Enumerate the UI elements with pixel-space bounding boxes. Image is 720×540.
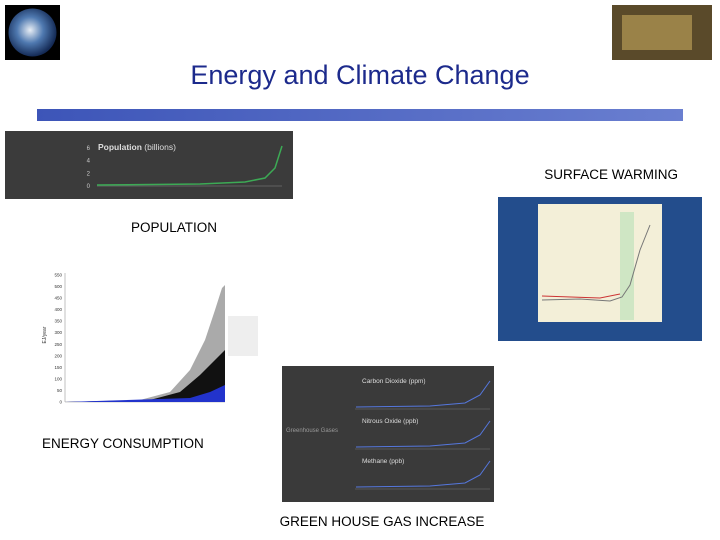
curve	[541, 224, 651, 302]
image-plot	[538, 204, 662, 322]
series-label: Nitrous Oxide (ppb)	[362, 418, 418, 425]
curve	[355, 380, 491, 408]
area	[65, 350, 225, 402]
curve	[541, 293, 621, 299]
tick-label: 550	[54, 273, 62, 278]
photo-detail	[622, 15, 692, 50]
series-label: Carbon Dioxide (ppm)	[362, 378, 426, 385]
series-label: Methane (ppb)	[362, 458, 404, 465]
tick-label: 150	[54, 365, 62, 370]
image-bg	[5, 131, 293, 199]
image-band	[620, 212, 634, 320]
tick-label: 0	[87, 184, 91, 190]
tick-label: 50	[57, 388, 63, 393]
tick-label: 300	[54, 330, 62, 335]
tick-label: 450	[54, 296, 62, 301]
caption: SURFACE WARMING	[544, 167, 678, 182]
tick-label: 6	[87, 146, 91, 152]
image-title: Population (billions)	[98, 142, 176, 152]
axis-label: EJ/year	[42, 326, 48, 343]
tick-label: 500	[54, 284, 62, 289]
energy-image: EJ/year 55050045040035030025020015010050…	[38, 268, 260, 412]
image-title-main: Population	[98, 142, 142, 152]
caption: POPULATION	[131, 220, 217, 235]
title-rule	[37, 109, 683, 121]
curve	[96, 145, 283, 186]
curve	[355, 460, 491, 488]
legend	[228, 316, 258, 356]
tick-label: 100	[54, 376, 62, 381]
tick-label: 200	[54, 353, 62, 358]
tick-label: 0	[59, 400, 62, 405]
warming-image	[498, 197, 702, 341]
slide-title: Energy and Climate Change	[190, 60, 529, 90]
tick-label: 4	[87, 159, 91, 165]
area	[65, 385, 225, 402]
side-label: Greenhouse Gases	[286, 428, 338, 434]
image-bg	[38, 268, 260, 412]
population-image: Population (billions) 6 4 2 0	[5, 131, 293, 199]
ghg-image: Greenhouse Gases Carbon Dioxide (ppm) Nit…	[282, 366, 494, 502]
curve	[355, 420, 491, 448]
tick-label: 2	[87, 171, 91, 177]
caption: ENERGY CONSUMPTION	[42, 436, 204, 451]
earth-globe	[8, 8, 57, 57]
tick-label: 250	[54, 342, 62, 347]
tick-label: 400	[54, 307, 62, 312]
tick-label: 350	[54, 319, 62, 324]
image-bg	[282, 366, 494, 502]
caption: GREEN HOUSE GAS INCREASE	[280, 514, 485, 529]
image-subtitle: (billions)	[144, 142, 176, 152]
